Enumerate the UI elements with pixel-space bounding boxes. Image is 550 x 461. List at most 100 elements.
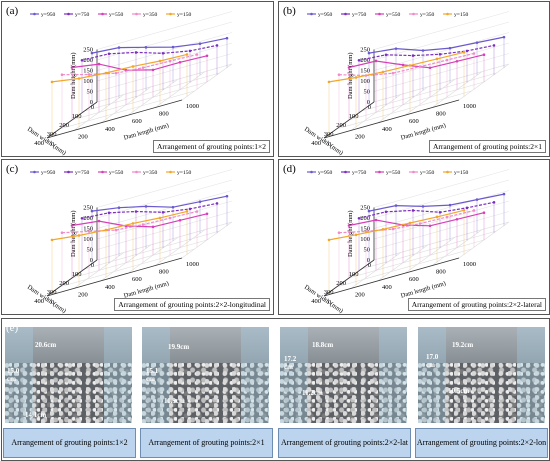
y-tick-label: 100 [349,271,359,278]
data-point [482,53,486,56]
photo-caption-2: Arrangement of grouting points:2×1 [140,428,273,458]
legend-marker [67,12,70,16]
z-tick-label: 100 [360,236,370,243]
series-line [368,193,505,212]
z-tick-label: 50 [364,89,371,96]
series-line [51,53,188,83]
z-tick-label: 150 [83,68,93,75]
x-tick-label: 200 [355,133,365,140]
data-point [107,52,111,56]
data-point [438,53,442,56]
y-tick-label: 400 [311,140,321,147]
data-point [198,200,202,203]
legend-marker [446,170,449,174]
x-tick-label: 1000 [186,103,199,110]
y-tick-label: 0 [368,262,371,269]
legend-label: y=550 [386,170,401,176]
z-tick-label: 0 [367,257,370,264]
data-point [502,192,506,196]
data-point [462,209,466,212]
data-point [367,209,371,213]
z-tick-label: 100 [360,78,370,85]
x-tick-label: 400 [105,126,115,133]
data-point [438,211,442,214]
data-point [465,206,469,210]
photo-panel: (e) 20.6cm 15.0 cm 14.1cm 19.9cm 15.1 cm… [1,318,550,461]
photo-caption-1: Arrangement of grouting points:1×2 [3,428,136,458]
z-tick-label: 150 [360,68,370,75]
data-point [178,219,182,222]
data-point [205,54,209,58]
z-tick-label: 250 [360,47,370,54]
data-point [168,59,172,63]
z-axis-label: Dam height (mm) [70,210,77,257]
legend-label: y=350 [143,170,158,176]
z-axis-label: Dam height (mm) [347,210,354,257]
grid-line [96,221,233,261]
data-point [445,58,449,62]
legend-label: y=950 [318,12,333,18]
legend-label: y=750 [75,170,90,176]
data-point [394,47,398,50]
panel-label: (a) [6,5,19,17]
photo-dim-top: 19.9cm [168,343,190,351]
photo-caption-3: Arrangement of grouting points:2×2-lat [278,428,411,458]
grid-line [373,11,510,50]
data-point [205,212,209,216]
data-point [337,73,341,76]
data-point [90,51,94,55]
grid-line [96,200,233,240]
legend-label: y=350 [420,170,435,176]
z-tick-label: 200 [360,215,370,222]
x-tick-label: 800 [436,111,446,118]
data-point [104,228,108,232]
data-point [448,203,452,207]
legend-label: y=150 [177,170,192,176]
legend-marker [446,12,449,16]
legend-label: y=550 [109,12,124,18]
z-tick-label: 250 [83,47,93,54]
data-point [455,59,459,63]
data-point [70,224,74,227]
legend-label: y=150 [454,12,469,18]
grid-line [373,190,510,229]
legend-label: y=550 [386,12,401,18]
grid-line [96,169,233,208]
data-point [435,57,439,61]
grid-line [59,248,195,288]
x-tick-label: 400 [105,284,115,291]
x-axis-label: Dam length (mm) [123,280,170,300]
chart-svg-b: 0501001502002500200400600800100001002003… [303,11,510,156]
data-point [195,210,199,213]
panel-label: (c) [6,163,19,175]
grid-line [373,211,510,250]
grid-line [71,239,208,279]
x-tick-label: 600 [132,118,142,125]
legend-marker [169,12,172,16]
x-axis [323,257,460,297]
data-point [134,51,138,54]
z-tick-label: 50 [364,247,371,254]
grid-line [96,11,233,50]
x-tick-label: 800 [436,269,446,276]
y-tick-label: 200 [336,280,346,287]
data-point [492,201,496,204]
data-point [97,219,101,223]
photo-dim-top: 18.8cm [312,341,334,349]
legend-marker [101,12,104,16]
chart-panel-d: 0 50 100 150 200 250 0 200 400 600 800 1000 0 100 200 3… [278,159,550,315]
z-tick-label: 150 [360,226,370,233]
z-tick-label: 0 [367,99,370,106]
data-point [70,66,74,69]
y-tick-label: 100 [349,113,359,120]
x-tick-label: 1000 [463,261,476,268]
legend-label: y=950 [41,12,56,18]
x-tick-label: 800 [159,269,169,276]
series-line [91,195,228,212]
series-line [348,212,485,227]
data-point [141,66,145,69]
legend-marker [378,12,381,16]
data-point [60,73,64,76]
data-point [455,217,459,221]
data-point [411,209,415,212]
